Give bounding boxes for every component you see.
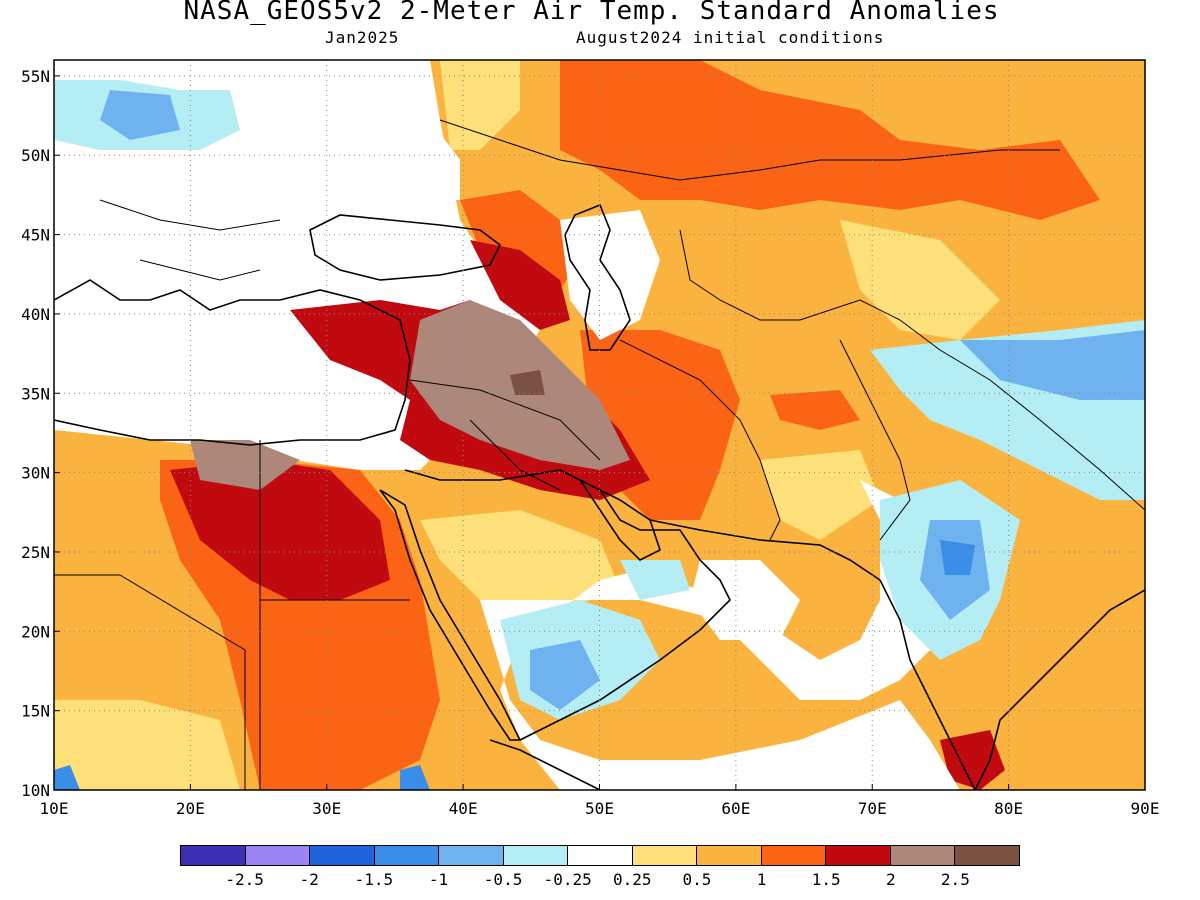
colorbar-swatch <box>826 846 891 865</box>
lon-tick-label: 80E <box>994 799 1023 818</box>
colorbar-swatch <box>890 846 956 865</box>
colorbar-swatch <box>761 846 827 865</box>
lat-tick-label: 20N <box>21 622 50 641</box>
lat-tick-label: 50N <box>21 146 50 165</box>
colorbar-swatch <box>503 846 569 865</box>
lat-tick-label: 30N <box>21 464 50 483</box>
colorbar-label: 0.25 <box>613 870 652 889</box>
colorbar-label: 2 <box>885 870 896 889</box>
lat-tick-label: 25N <box>21 543 50 562</box>
map-title: NASA_GEOS5v2 2-Meter Air Temp. Standard … <box>183 0 1000 26</box>
colorbar <box>180 845 1020 866</box>
colorbar-label: -0.5 <box>483 870 523 889</box>
coastlines <box>54 203 1145 790</box>
lat-tick-label: 45N <box>21 226 50 245</box>
colorbar-label: 2.5 <box>940 870 970 889</box>
lon-tick-label: 30E <box>312 799 341 818</box>
colorbar-swatch <box>374 846 440 865</box>
lon-tick-label: 20E <box>176 799 205 818</box>
colorbar-label: -1.5 <box>354 870 394 889</box>
lat-tick-label: 10N <box>21 781 50 800</box>
colorbar-label: -1 <box>428 870 449 889</box>
lat-tick-label: 40N <box>21 305 50 324</box>
colorbar-swatch <box>697 846 762 865</box>
lon-tick-label: 90E <box>1131 799 1160 818</box>
anomaly-fields <box>54 60 1145 790</box>
lon-axis: 10E 20E 30E 40E 50E 60E 70E 80E 90E <box>40 784 1160 818</box>
lon-tick-label: 60E <box>721 799 750 818</box>
colorbar-swatch <box>181 846 246 865</box>
lon-tick-label: 40E <box>449 799 478 818</box>
colorbar-swatch <box>245 846 311 865</box>
colorbar-label: 1.5 <box>811 870 841 889</box>
forecast-month: Jan2025 <box>325 28 400 47</box>
colorbar-label: 0.5 <box>682 870 712 889</box>
colorbar-swatch <box>310 846 375 865</box>
initial-conditions: August2024 initial conditions <box>576 28 885 47</box>
colorbar-label: -2.5 <box>225 870 264 889</box>
anomaly-map: 10E 20E 30E 40E 50E 60E 70E 80E 90E 10N 15N 20N 25N… <box>21 59 1160 818</box>
colorbar-swatch <box>632 846 698 865</box>
lon-tick-label: 70E <box>858 799 887 818</box>
colorbar-label: -2 <box>299 870 319 889</box>
colorbar-label: -0.25 <box>543 870 592 889</box>
lat-axis: 10N 15N 20N 25N 30N 35N 40N 45N 50N 55N <box>21 67 60 800</box>
lon-tick-label: 10E <box>40 799 69 818</box>
colorbar-swatch <box>955 846 1019 865</box>
lon-tick-label: 50E <box>585 799 614 818</box>
lat-tick-label: 15N <box>21 702 50 721</box>
colorbar-swatch <box>568 846 633 865</box>
colorbar-label: 1 <box>756 870 767 889</box>
lat-tick-label: 35N <box>21 384 50 403</box>
lat-tick-label: 55N <box>21 67 50 86</box>
colorbar-swatch <box>439 846 504 865</box>
